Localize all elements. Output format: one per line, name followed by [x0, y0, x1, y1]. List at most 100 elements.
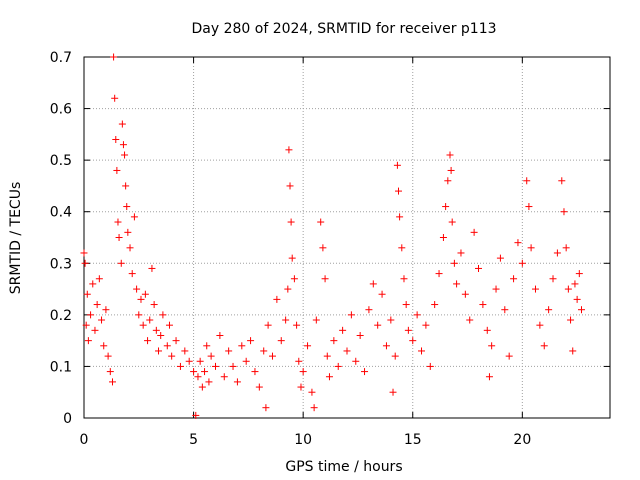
data-point	[312, 316, 320, 324]
data-point	[321, 275, 329, 283]
data-point	[98, 316, 106, 324]
data-point	[238, 342, 246, 350]
data-point	[444, 177, 452, 185]
data-point	[569, 347, 577, 355]
data-point	[93, 301, 101, 309]
data-point	[496, 254, 504, 262]
data-point	[135, 311, 143, 319]
data-point	[573, 295, 581, 303]
data-point	[492, 285, 500, 293]
data-point	[139, 321, 147, 329]
data-point	[549, 275, 557, 283]
data-point	[558, 177, 566, 185]
data-point	[121, 151, 129, 159]
data-point	[83, 290, 91, 298]
data-point	[448, 218, 456, 226]
data-point	[201, 368, 209, 376]
data-point	[181, 347, 189, 355]
data-point	[196, 357, 204, 365]
data-point	[168, 352, 176, 360]
data-point	[185, 357, 193, 365]
data-point	[442, 203, 450, 211]
data-point	[308, 388, 316, 396]
data-point	[112, 136, 120, 144]
data-point	[172, 337, 180, 345]
y-axis-title: SRMTID / TECUs	[8, 182, 24, 295]
data-point	[402, 301, 410, 309]
x-tick-label: 15	[404, 432, 422, 448]
data-point	[203, 342, 211, 350]
data-point	[152, 326, 160, 334]
data-points	[80, 53, 586, 419]
data-point	[325, 373, 333, 381]
data-point	[466, 316, 474, 324]
data-point	[146, 316, 154, 324]
x-axis-title: GPS time / hours	[285, 459, 402, 475]
data-point	[343, 347, 351, 355]
data-point	[95, 275, 103, 283]
y-tick-label: 0.1	[50, 359, 72, 375]
data-point	[525, 203, 533, 211]
data-point	[113, 166, 121, 174]
data-point	[144, 337, 152, 345]
data-point	[575, 270, 583, 278]
data-point	[488, 342, 496, 350]
data-point	[251, 368, 259, 376]
data-point	[571, 280, 579, 288]
data-point	[295, 357, 303, 365]
data-point	[87, 311, 95, 319]
data-point	[418, 347, 426, 355]
data-point	[205, 378, 213, 386]
y-tick-label: 0.7	[50, 50, 72, 66]
x-tick-label: 20	[513, 432, 531, 448]
data-point	[304, 342, 312, 350]
y-tick-label: 0.5	[50, 153, 72, 169]
data-point	[106, 368, 114, 376]
data-point	[553, 249, 561, 257]
data-point	[485, 373, 493, 381]
data-point	[207, 352, 215, 360]
data-point	[527, 244, 535, 252]
data-point	[387, 316, 395, 324]
data-point	[155, 347, 163, 355]
data-point	[225, 347, 233, 355]
data-point	[475, 264, 482, 272]
data-point	[514, 239, 522, 247]
data-point	[157, 331, 165, 339]
data-point	[282, 316, 290, 324]
data-point	[288, 254, 296, 262]
data-point	[461, 290, 469, 298]
data-point	[505, 352, 513, 360]
data-point	[124, 228, 132, 236]
data-point	[130, 213, 138, 221]
data-point	[510, 275, 518, 283]
data-point	[119, 141, 127, 149]
data-point	[395, 187, 403, 195]
data-point	[426, 362, 434, 370]
data-point	[545, 306, 553, 314]
data-point	[352, 357, 360, 365]
data-point	[564, 285, 572, 293]
data-point	[457, 249, 465, 257]
data-point	[413, 311, 421, 319]
data-point	[163, 342, 171, 350]
data-point	[118, 120, 126, 128]
data-point	[479, 301, 487, 309]
data-point	[81, 259, 89, 267]
data-point	[82, 321, 90, 329]
data-point	[356, 331, 364, 339]
data-point	[260, 347, 268, 355]
data-point	[102, 306, 110, 314]
data-point	[111, 94, 119, 102]
data-point	[483, 326, 491, 334]
data-point	[277, 337, 285, 345]
data-point	[89, 280, 97, 288]
data-point	[523, 177, 531, 185]
y-tick-label: 0.6	[50, 102, 72, 118]
y-tick-label: 0.2	[50, 308, 72, 324]
data-point	[108, 378, 116, 386]
data-point	[287, 218, 295, 226]
data-point	[536, 321, 544, 329]
data-point	[361, 368, 369, 376]
